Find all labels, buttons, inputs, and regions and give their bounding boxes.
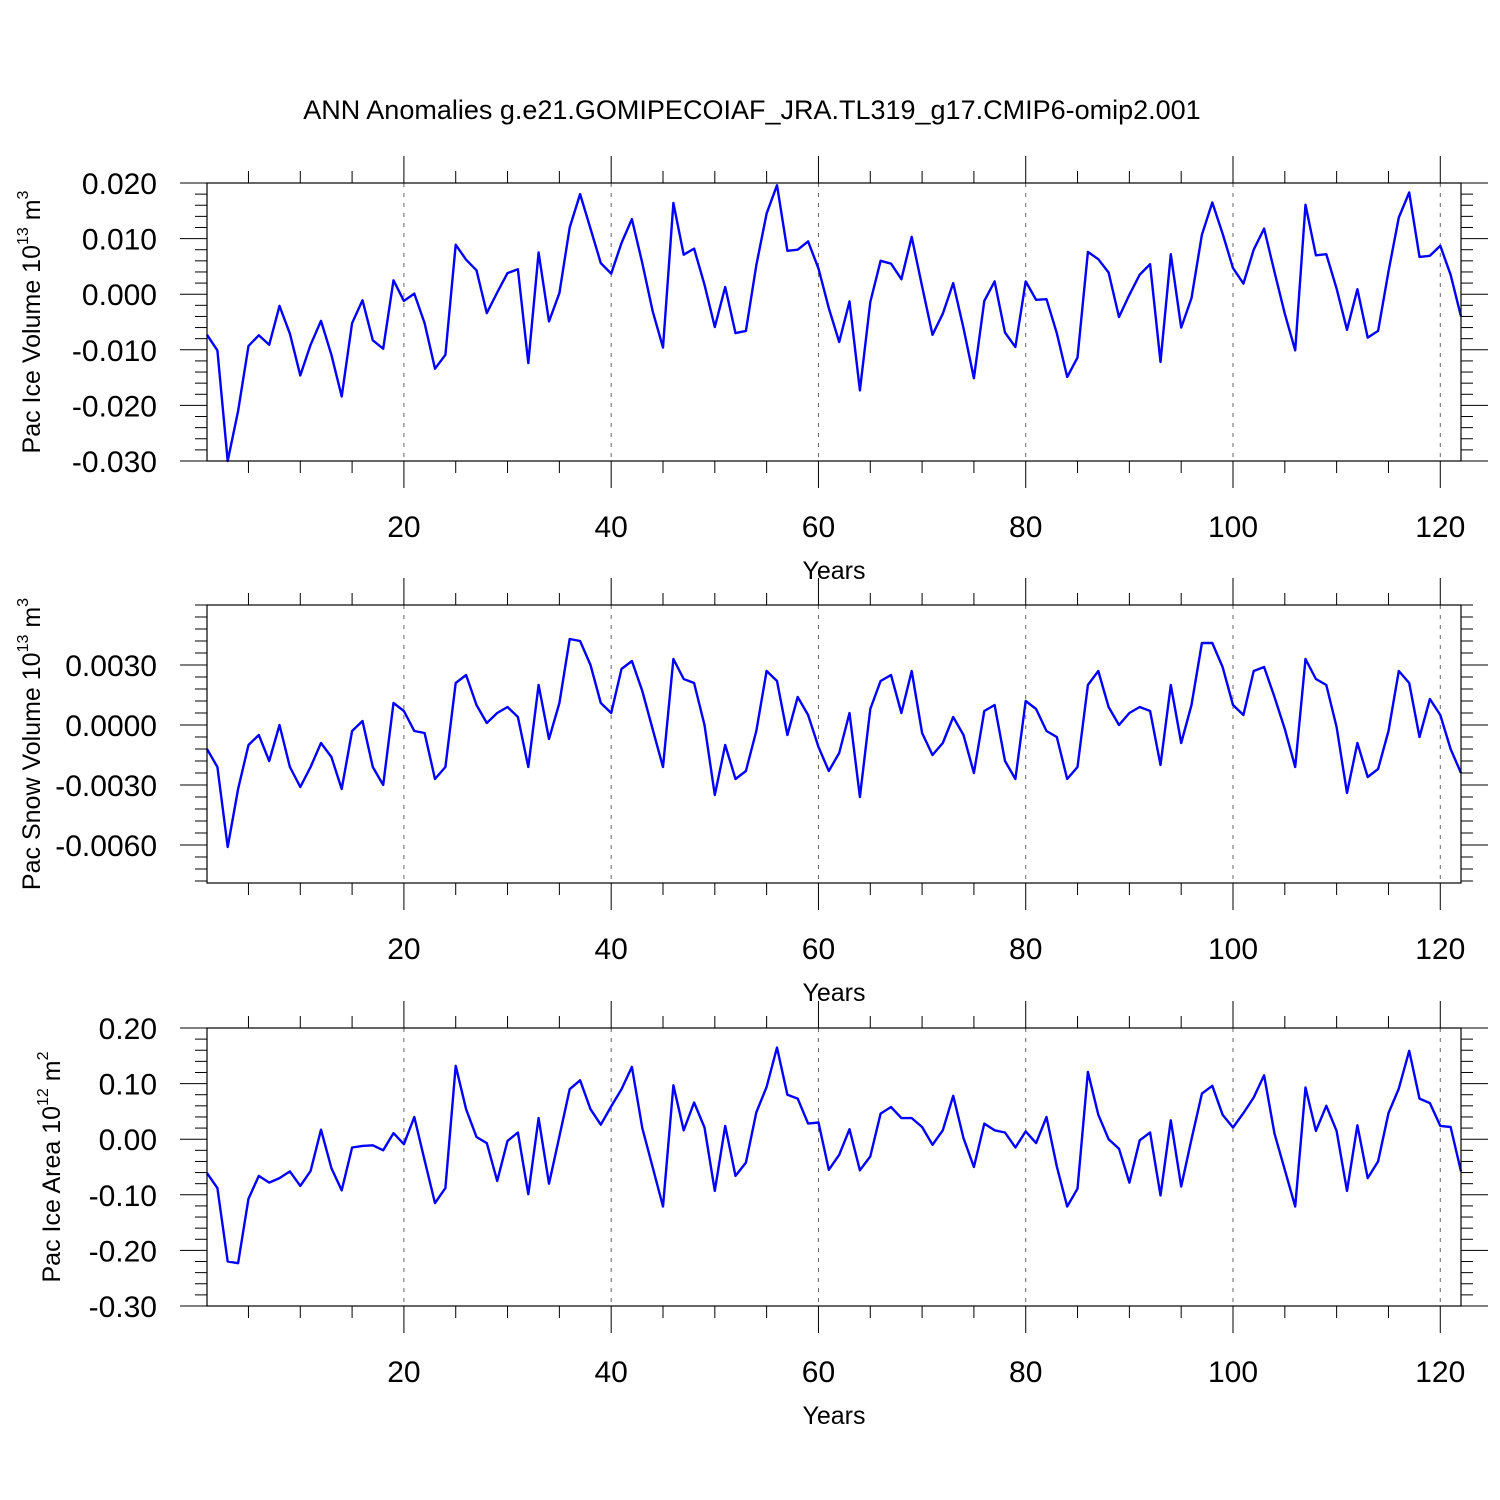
y-tick-label: 0.00 [99,1124,157,1157]
series-line-snow-volume [205,637,1463,849]
y-axis-label-exp: 13 [15,635,32,653]
x-tick-label: 80 [1009,1356,1042,1389]
x-tick-label: 20 [387,511,420,544]
y-tick-label: -0.010 [72,335,157,368]
x-axis-label: Years [802,557,865,585]
x-tick-label: 120 [1415,933,1465,966]
y-tick-label: -0.0060 [55,830,157,863]
x-tick-label: 20 [387,933,420,966]
x-tick-label: 40 [594,1356,627,1389]
x-tick-label: 40 [594,511,627,544]
x-tick-label: 100 [1208,1356,1258,1389]
x-tick-label: 20 [387,1356,420,1389]
x-tick-label: 60 [802,511,835,544]
panel-ice-area: 20 40 60 80 100 120 -0.30 -0.20 -0.10 0.00 0.10 0.2… [35,1001,1488,1430]
x-tick-label: 120 [1415,511,1465,544]
y-axis-label-unit-exp: 3 [15,190,32,199]
y-axis-label-prefix: Pac Snow Volume 10 [18,652,46,890]
x-axis-label: Years [802,979,865,1007]
x-tick-label: 60 [802,1356,835,1389]
y-axis-label-unit-exp: 2 [35,1051,52,1060]
y-axis-label-mid: m [38,1060,66,1088]
y-tick-label: -0.0030 [55,770,157,803]
x-tick-label: 80 [1009,933,1042,966]
y-axis-label: Pac Snow Volume 1013 m3 [15,598,46,890]
y-tick-label: -0.20 [89,1235,157,1268]
y-axis-label-prefix: Pac Ice Area 10 [38,1106,66,1283]
y-tick-label: 0.20 [99,1013,157,1046]
y-tick-label: -0.020 [72,390,157,423]
y-axis-label-exp: 12 [35,1088,52,1106]
y-axis-label-mid: m [18,607,46,635]
y-tick-label: 0.10 [99,1069,157,1102]
y-axis-label-mid: m [18,199,46,227]
plot-frame [206,604,1462,884]
x-tick-label: 80 [1009,511,1042,544]
panels: 20 40 60 80 100 120 -0.030 -0.020 -0.010 0.000 0.0… [15,156,1488,1430]
plot-frame [206,182,1462,462]
x-tick-label: 40 [594,933,627,966]
y-tick-label: -0.10 [89,1180,157,1213]
panel-snow-volume: 20 40 60 80 100 120 -0.0060 -0.0030 0.0000 0.0030… [15,578,1488,1007]
x-tick-label: 60 [802,933,835,966]
y-axis-label: Pac Ice Volume 1013 m3 [15,190,46,453]
series-line-ice-volume [206,183,1463,463]
plot-frame [206,1027,1462,1307]
y-tick-label: 0.010 [82,224,157,257]
panel-ice-volume: 20 40 60 80 100 120 -0.030 -0.020 -0.010 0.000 0.0… [15,156,1488,585]
x-tick-label: 100 [1208,511,1258,544]
x-axis-label: Years [802,1402,865,1430]
y-tick-label: 0.0000 [65,710,157,743]
y-tick-label: 0.0030 [65,650,157,683]
y-axis-label: Pac Ice Area 1012 m2 [35,1051,66,1282]
y-axis-label-unit-exp: 3 [15,598,32,607]
x-tick-label: 100 [1208,933,1258,966]
series-line-ice-area [206,1046,1463,1265]
y-tick-label: -0.30 [89,1291,157,1324]
figure-title: ANN Anomalies g.e21.GOMIPECOIAF_JRA.TL31… [303,95,1200,125]
y-axis-label-prefix: Pac Ice Volume 10 [18,245,46,453]
y-axis-label-exp: 13 [15,227,32,245]
x-tick-label: 120 [1415,1356,1465,1389]
y-tick-label: 0.000 [82,279,157,312]
y-tick-label: -0.030 [72,446,157,479]
y-tick-label: 0.020 [82,168,157,201]
